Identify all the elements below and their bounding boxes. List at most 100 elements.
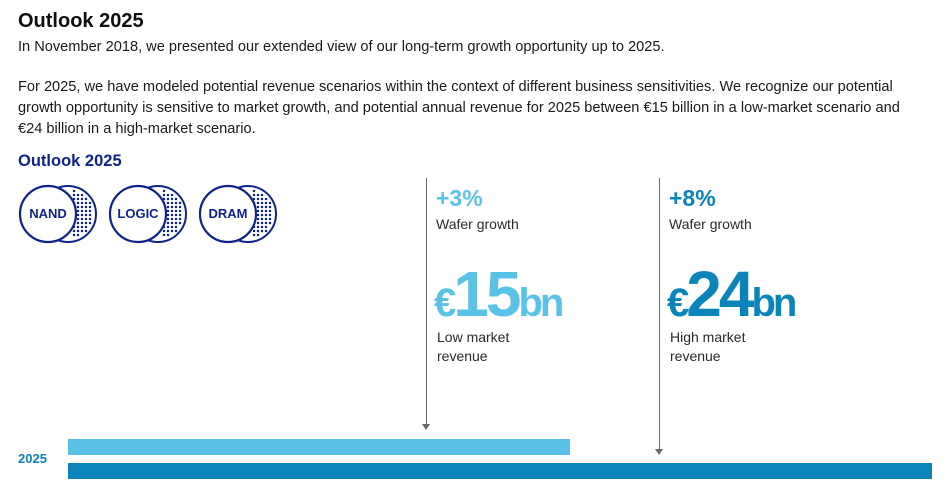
high-currency: € xyxy=(667,281,689,325)
wafer-die xyxy=(88,217,92,221)
wafer-die xyxy=(84,213,88,217)
wafer-die xyxy=(80,201,84,205)
wafer-die xyxy=(166,197,170,201)
wafer-die xyxy=(166,225,170,229)
wafer-die xyxy=(256,197,260,201)
logic-label: LOGIC xyxy=(117,206,159,221)
wafer-die xyxy=(76,221,80,225)
nand-badge: NAND xyxy=(18,184,108,244)
nand-label: NAND xyxy=(29,206,67,221)
page-title: Outlook 2025 xyxy=(18,10,144,32)
wafer-die xyxy=(260,221,264,225)
wafer-die xyxy=(260,193,264,197)
high-growth-label: Wafer growth xyxy=(669,216,752,232)
wafer-die xyxy=(260,201,264,205)
wafer-die xyxy=(174,209,178,213)
wafer-die xyxy=(84,221,88,225)
wafer-die xyxy=(166,229,170,233)
low-revenue-label-1: Low market xyxy=(437,329,510,345)
wafer-die xyxy=(256,229,260,233)
wafer-die xyxy=(72,189,76,193)
wafer-die xyxy=(268,213,272,217)
wafer-die xyxy=(84,205,88,209)
wafer-die xyxy=(162,229,166,233)
wafer-die xyxy=(76,233,80,237)
wafer-die xyxy=(174,217,178,221)
wafer-die xyxy=(256,221,260,225)
wafer-die xyxy=(80,225,84,229)
wafer-die xyxy=(174,201,178,205)
wafer-die xyxy=(88,201,92,205)
wafer-die xyxy=(264,217,268,221)
wafer-die xyxy=(260,213,264,217)
wafer-die xyxy=(166,213,170,217)
wafer-die xyxy=(72,229,76,233)
wafer-die xyxy=(178,217,182,221)
wafer-die xyxy=(76,193,80,197)
wafer-die xyxy=(170,201,174,205)
wafer-die xyxy=(178,213,182,217)
low-unit: bn xyxy=(518,281,564,325)
low-amount: 15 xyxy=(453,258,521,330)
wafer-die xyxy=(76,217,80,221)
wafer-die xyxy=(162,193,166,197)
wafer-die xyxy=(178,209,182,213)
wafer-die xyxy=(260,205,264,209)
wafer-die xyxy=(88,221,92,225)
wafer-die xyxy=(170,209,174,213)
wafer-die xyxy=(80,229,84,233)
wafer-die xyxy=(264,205,268,209)
high-revenue-value: €24bn xyxy=(667,262,797,326)
wafer-die xyxy=(256,209,260,213)
wafer-die xyxy=(72,193,76,197)
wafer-die xyxy=(268,205,272,209)
wafer-die xyxy=(170,221,174,225)
wafer-die xyxy=(174,225,178,229)
section-title: Outlook 2025 xyxy=(18,152,122,170)
wafer-die xyxy=(174,229,178,233)
wafer-die xyxy=(170,193,174,197)
wafer-die xyxy=(260,209,264,213)
wafer-die xyxy=(80,213,84,217)
timeline-year: 2025 xyxy=(18,451,47,466)
wafer-die xyxy=(84,225,88,229)
wafer-die xyxy=(268,209,272,213)
low-growth-pct: +3% xyxy=(436,185,483,211)
wafer-die xyxy=(260,217,264,221)
wafer-die xyxy=(84,229,88,233)
wafer-die xyxy=(264,209,268,213)
wafer-die xyxy=(178,205,182,209)
wafer-die xyxy=(256,193,260,197)
wafer-die xyxy=(88,213,92,217)
wafer-die xyxy=(252,189,256,193)
wafer-die xyxy=(76,201,80,205)
logic-badge: LOGIC xyxy=(108,184,198,244)
wafer-die xyxy=(80,205,84,209)
high-revenue-bar xyxy=(68,463,932,479)
wafer-die xyxy=(256,217,260,221)
wafer-die xyxy=(170,225,174,229)
wafer-die xyxy=(76,213,80,217)
wafer-die xyxy=(80,209,84,213)
wafer-die xyxy=(76,205,80,209)
wafer-die xyxy=(166,201,170,205)
wafer-die xyxy=(256,201,260,205)
arrow-down-icon xyxy=(422,424,430,430)
wafer-die xyxy=(170,213,174,217)
wafer-die xyxy=(166,221,170,225)
wafer-die xyxy=(84,209,88,213)
wafer-die xyxy=(166,233,170,237)
wafer-die xyxy=(264,197,268,201)
wafer-die xyxy=(260,197,264,201)
wafer-die xyxy=(76,209,80,213)
low-revenue-bar xyxy=(68,439,570,455)
wafer-die xyxy=(88,205,92,209)
wafer-icon xyxy=(108,184,187,244)
dram-badge: DRAM xyxy=(198,184,288,244)
wafer-die xyxy=(162,189,166,193)
wafer-die xyxy=(162,233,166,237)
wafer-die xyxy=(178,201,182,205)
wafer-die xyxy=(80,217,84,221)
wafer-die xyxy=(88,209,92,213)
high-revenue-label-2: revenue xyxy=(670,348,721,364)
